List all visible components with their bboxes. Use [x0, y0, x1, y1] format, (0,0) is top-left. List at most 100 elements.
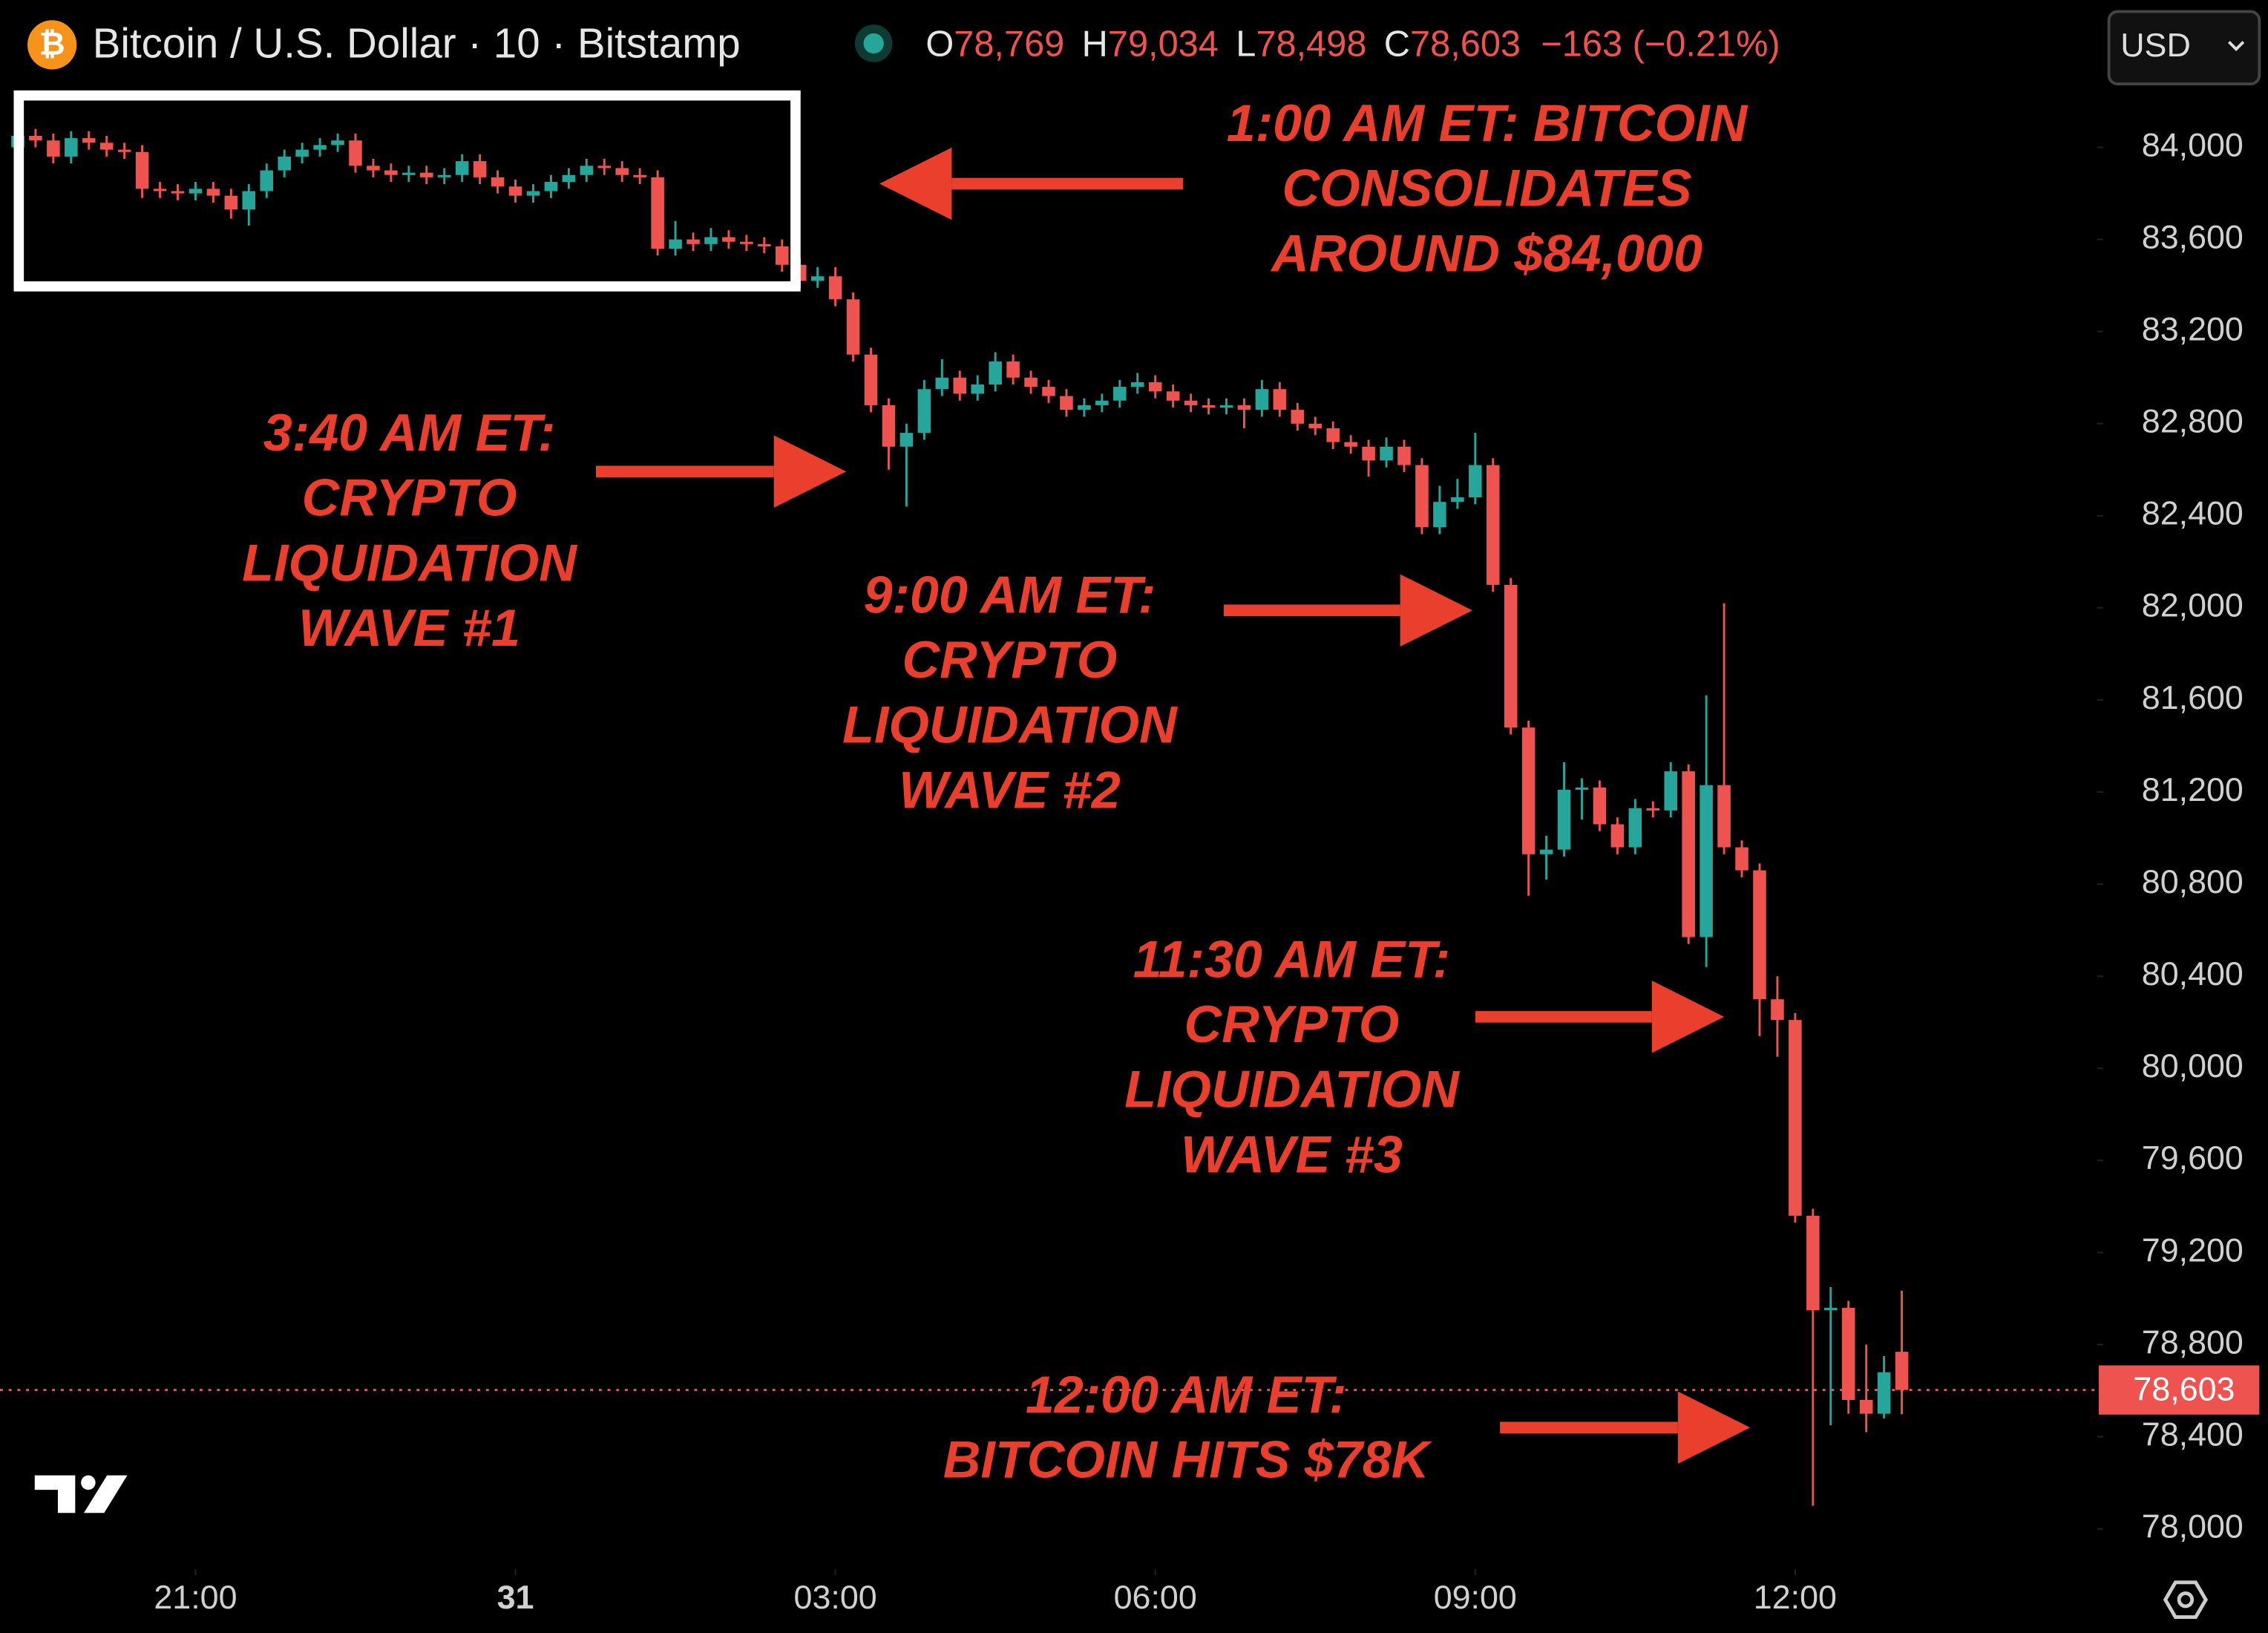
candle-body	[1628, 808, 1642, 848]
y-tick-label: 79,200	[2142, 1231, 2244, 1269]
logo-part	[81, 1475, 96, 1490]
candle-body	[669, 239, 682, 249]
field-value: 78,769	[954, 24, 1064, 64]
candle-body	[349, 140, 362, 166]
candle-body	[917, 389, 931, 433]
candle-body	[491, 177, 505, 187]
candle-body	[580, 166, 594, 175]
candle-body	[1469, 465, 1482, 498]
currency[interactable]: USD	[2120, 27, 2191, 64]
y-tick-label: 78,400	[2142, 1416, 2244, 1453]
candle-body	[882, 405, 896, 447]
candle-body	[47, 140, 60, 157]
candle-body	[420, 172, 433, 177]
candle-body	[473, 161, 487, 177]
annotation-text: CONSOLIDATES	[1282, 159, 1691, 217]
settings-icon[interactable]	[2163, 1580, 2209, 1620]
ohlc-values: O78,769 H79,034 L78,498 C78,603 −163 (−0.21%…	[925, 24, 1780, 64]
currency-button[interactable]	[2107, 10, 2261, 85]
candle-body	[597, 166, 612, 168]
y-tick-label: 83,200	[2142, 311, 2244, 348]
x-tick-label: 21:00	[154, 1579, 237, 1616]
candle-body	[331, 140, 344, 145]
candle-body	[1078, 405, 1091, 410]
candle-body	[1895, 1352, 1909, 1390]
change: −163 (−0.21%)	[1541, 24, 1780, 64]
candle-body	[899, 433, 914, 447]
candle-body	[1095, 400, 1109, 405]
y-tick-label: 80,800	[2142, 863, 2244, 900]
field-value: 78,498	[1256, 24, 1366, 64]
candle-body	[1646, 808, 1660, 811]
y-tick-label: 82,000	[2142, 587, 2244, 624]
candle-body	[686, 239, 700, 244]
settings-hex[interactable]	[2163, 1580, 2209, 1620]
annotation-text: LIQUIDATION	[1124, 1060, 1460, 1119]
candle-body	[704, 237, 718, 244]
candle-body	[1219, 405, 1233, 408]
x-tick-label: 06:00	[1114, 1579, 1197, 1616]
candle-body	[846, 299, 860, 355]
annotation-text: CRYPTO	[1184, 995, 1400, 1053]
candle-body	[1521, 727, 1536, 854]
dropdown-chevron	[2227, 41, 2245, 52]
annotation-text: WAVE #1	[298, 598, 520, 657]
logo-part	[84, 1475, 128, 1513]
candle-body	[828, 276, 842, 300]
field-value: 79,034	[1108, 24, 1219, 64]
annotation-text: 1:00 AM ET: BITCOIN	[1227, 94, 1748, 152]
candle-body	[135, 151, 149, 189]
candle-body	[1593, 787, 1607, 825]
candle-body	[935, 377, 949, 390]
annotation-text: 11:30 AM ET:	[1133, 929, 1450, 988]
field-key: L	[1236, 24, 1256, 64]
candle-body	[1060, 396, 1073, 410]
candle-body	[971, 384, 984, 394]
candle-body	[1308, 423, 1323, 428]
candle-body	[775, 246, 789, 265]
y-tick-label: 78,800	[2142, 1323, 2244, 1361]
y-tick-label: 82,800	[2142, 403, 2244, 440]
annotation-text: LIQUIDATION	[242, 533, 577, 592]
candle-body	[384, 170, 398, 175]
y-tick-label: 81,200	[2142, 771, 2244, 808]
candle-body	[206, 189, 220, 196]
y-tick-label: 81,600	[2142, 679, 2244, 716]
candle-body	[1841, 1307, 1855, 1400]
candle-body	[1255, 389, 1269, 410]
last-price-tag	[2098, 1365, 2260, 1415]
candle-body	[313, 145, 327, 150]
candle-body	[1753, 870, 1766, 1000]
candle-body	[1184, 400, 1198, 405]
field-key: O	[925, 24, 954, 64]
candle-body	[1202, 405, 1216, 408]
candle-body	[1362, 446, 1375, 461]
candle-body	[1380, 446, 1393, 461]
candle-body	[1291, 410, 1305, 424]
candle-body	[615, 168, 629, 175]
settings-dot[interactable]	[2177, 1591, 2195, 1609]
candle-body	[722, 237, 735, 242]
candle-body	[1717, 785, 1731, 848]
candle-body	[1539, 849, 1553, 854]
y-tick-label: 79,600	[2142, 1139, 2244, 1177]
consolidation-box	[13, 90, 801, 292]
candle-body	[437, 174, 451, 177]
candle-body	[1789, 1020, 1802, 1216]
field-key: C	[1384, 24, 1410, 64]
annotation-text: 12:00 AM ET:	[1026, 1365, 1347, 1424]
annotation-text: AROUND $84,000	[1270, 223, 1702, 282]
last-price-label: 78,603	[2133, 1370, 2235, 1407]
candle-body	[1451, 497, 1464, 503]
x-tick-label: 12:00	[1754, 1579, 1837, 1616]
candle-body	[1273, 389, 1287, 410]
candle-body	[99, 143, 114, 150]
candle-body	[1664, 771, 1678, 811]
arrow-head	[879, 147, 952, 220]
candle-body	[1024, 377, 1038, 387]
annotation-text: CRYPTO	[902, 630, 1117, 689]
y-tick-label: 78,000	[2142, 1508, 2244, 1545]
candle-body	[117, 149, 131, 152]
x-tick-label: 09:00	[1434, 1579, 1517, 1616]
